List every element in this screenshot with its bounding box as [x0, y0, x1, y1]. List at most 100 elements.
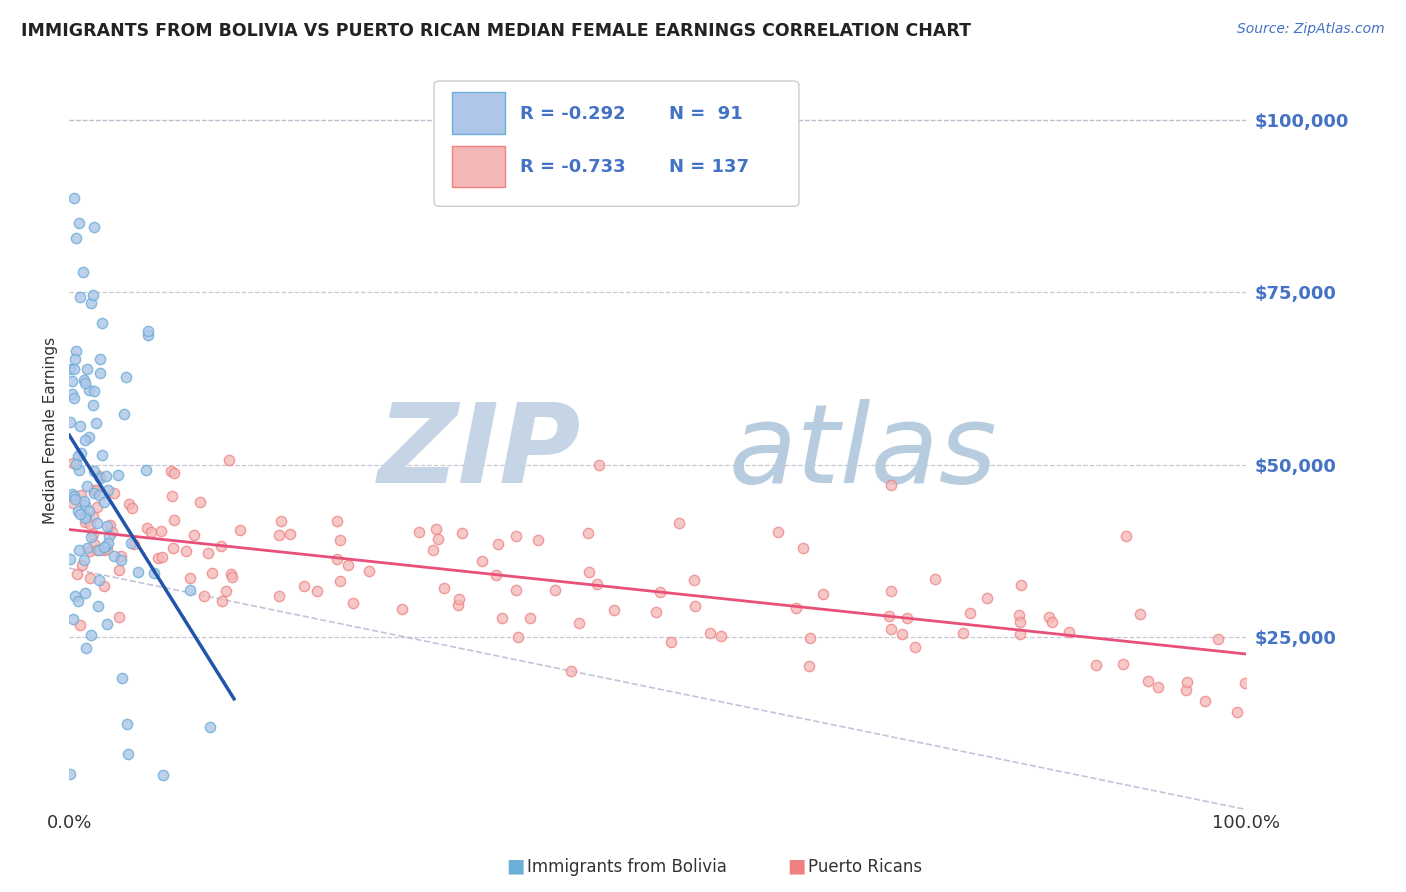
- Point: [661, 635, 683, 649]
- Point: [1115, 528, 1137, 542]
- Point: [543, 583, 565, 598]
- Point: [163, 466, 186, 480]
- Point: [200, 720, 222, 734]
- Point: [209, 539, 232, 553]
- Point: [1226, 705, 1249, 719]
- Point: [67, 463, 90, 477]
- Point: [76, 478, 98, 492]
- Point: [668, 516, 690, 530]
- Point: [86, 500, 108, 514]
- Point: [391, 601, 413, 615]
- Point: [79, 504, 101, 518]
- Point: [83, 485, 105, 500]
- Point: [179, 583, 201, 598]
- Point: [959, 607, 981, 621]
- Text: R = -0.292: R = -0.292: [520, 104, 626, 123]
- Point: [89, 352, 111, 367]
- Point: [83, 483, 105, 497]
- Point: [446, 598, 468, 612]
- Point: [329, 574, 352, 588]
- Point: [877, 609, 900, 624]
- Point: [65, 567, 87, 582]
- Point: [63, 362, 86, 376]
- Point: [568, 615, 591, 630]
- Point: [86, 516, 108, 530]
- Point: [87, 574, 110, 588]
- Point: [100, 524, 122, 539]
- Point: [270, 514, 292, 528]
- Point: [422, 543, 444, 558]
- Point: [65, 231, 87, 245]
- Point: [96, 542, 118, 557]
- Point: [425, 522, 447, 536]
- Point: [103, 549, 125, 564]
- FancyBboxPatch shape: [451, 145, 505, 187]
- Point: [112, 408, 135, 422]
- Point: [77, 429, 100, 443]
- Point: [135, 463, 157, 477]
- Point: [408, 525, 430, 540]
- Point: [201, 566, 224, 581]
- FancyBboxPatch shape: [434, 81, 799, 206]
- Point: [70, 558, 93, 572]
- Point: [79, 628, 101, 642]
- Point: [73, 553, 96, 567]
- Point: [879, 477, 901, 491]
- Point: [127, 566, 149, 580]
- Point: [491, 611, 513, 625]
- Point: [176, 543, 198, 558]
- Point: [526, 533, 548, 548]
- Point: [1085, 657, 1108, 672]
- Point: [1057, 625, 1080, 640]
- Point: [896, 610, 918, 624]
- Point: [799, 632, 821, 646]
- Point: [75, 433, 97, 447]
- Point: [136, 324, 159, 338]
- Point: [98, 517, 121, 532]
- Point: [924, 572, 946, 586]
- Text: ZIP: ZIP: [378, 400, 581, 507]
- Point: [880, 583, 903, 598]
- Point: [485, 567, 508, 582]
- Point: [75, 509, 97, 524]
- Text: Immigrants from Bolivia: Immigrants from Bolivia: [527, 858, 727, 876]
- Point: [79, 530, 101, 544]
- Point: [143, 566, 166, 581]
- Point: [976, 591, 998, 605]
- Point: [67, 450, 90, 464]
- Point: [118, 497, 141, 511]
- Point: [117, 716, 139, 731]
- Point: [67, 543, 90, 558]
- Point: [76, 362, 98, 376]
- Point: [578, 565, 600, 579]
- Point: [471, 554, 494, 568]
- Point: [82, 509, 104, 524]
- Point: [159, 464, 181, 478]
- Point: [67, 593, 90, 607]
- Point: [69, 290, 91, 304]
- Point: [60, 386, 83, 401]
- Text: N =  91: N = 91: [669, 104, 744, 123]
- Point: [111, 672, 134, 686]
- Point: [89, 366, 111, 380]
- Point: [426, 532, 449, 546]
- Point: [586, 577, 609, 591]
- Point: [148, 551, 170, 566]
- Point: [121, 501, 143, 516]
- Point: [79, 516, 101, 531]
- Point: [97, 536, 120, 550]
- Point: [1040, 615, 1063, 629]
- Point: [96, 468, 118, 483]
- Text: Puerto Ricans: Puerto Ricans: [808, 858, 922, 876]
- Point: [699, 625, 721, 640]
- Point: [66, 504, 89, 518]
- Point: [519, 610, 541, 624]
- Point: [80, 295, 103, 310]
- Point: [710, 629, 733, 643]
- Point: [305, 584, 328, 599]
- Point: [62, 191, 84, 205]
- Point: [508, 630, 530, 644]
- Point: [792, 541, 814, 556]
- Point: [94, 539, 117, 553]
- Point: [1008, 615, 1031, 629]
